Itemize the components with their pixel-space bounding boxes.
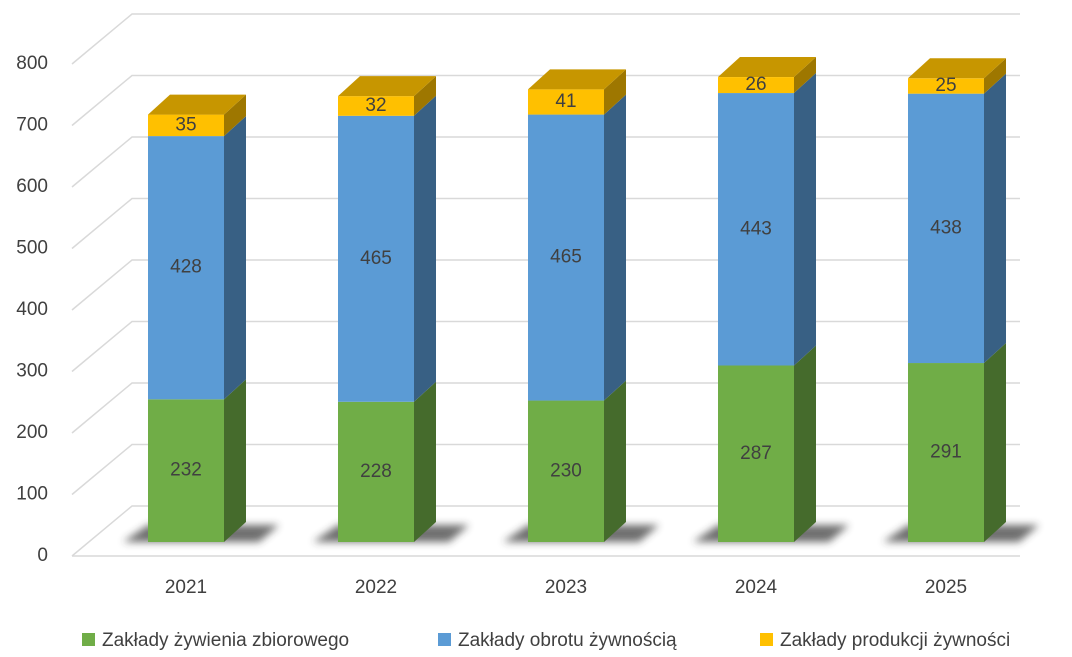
bar-front (338, 96, 414, 116)
x-tick-label: 2025 (925, 577, 967, 598)
bar-side (224, 116, 246, 400)
y-tick-label: 100 (16, 484, 48, 505)
x-tick-label: 2022 (355, 577, 397, 598)
data-label: 25 (935, 75, 956, 96)
y-tick-label: 0 (37, 545, 48, 566)
y-tick-label: 800 (16, 53, 48, 74)
bar-side (984, 343, 1006, 542)
grid-line (71, 13, 1020, 65)
bar-side (414, 95, 436, 402)
legend-label: Zakłady obrotu żywnością (458, 630, 677, 651)
bar-front (528, 89, 604, 115)
bar-front (338, 401, 414, 542)
x-tick-label: 2021 (165, 577, 207, 598)
bar-front (148, 136, 224, 400)
y-tick-label: 500 (16, 238, 48, 259)
bar-front (718, 365, 794, 542)
legend-swatch (82, 633, 95, 646)
bar-side (224, 379, 246, 542)
data-label: 228 (360, 461, 392, 482)
legend-label: Zakłady produkcji żywności (780, 630, 1010, 651)
bar-front (908, 78, 984, 94)
bar-top (148, 94, 246, 115)
x-tick-label: 2023 (545, 577, 587, 598)
bar-side (224, 94, 246, 137)
data-label: 232 (170, 460, 202, 481)
bar-front (718, 93, 794, 366)
y-tick-label: 300 (16, 361, 48, 382)
x-tick-label: 2024 (735, 577, 778, 598)
legend-label: Zakłady żywienia zbiorowego (102, 630, 349, 651)
bar-side (604, 69, 626, 115)
bar-side (604, 380, 626, 542)
data-label: 465 (360, 248, 392, 269)
bar-front (148, 114, 224, 137)
bar-top (718, 57, 816, 78)
data-label: 26 (745, 74, 766, 95)
y-tick-label: 600 (16, 176, 48, 197)
bar-side (984, 58, 1006, 94)
bar-side (414, 381, 436, 542)
bar-side (794, 73, 816, 366)
bar-front (908, 363, 984, 542)
legend-swatch (438, 633, 451, 646)
data-label: 443 (740, 218, 772, 239)
data-label: 41 (555, 91, 576, 112)
bar-side (414, 76, 436, 116)
bar-side (984, 73, 1006, 364)
bar-front (718, 77, 794, 94)
data-label: 287 (740, 443, 772, 464)
bar-top (908, 58, 1006, 79)
data-label: 438 (930, 217, 962, 238)
data-label: 428 (170, 257, 202, 278)
legend-swatch (760, 633, 773, 646)
bar-top (528, 69, 626, 90)
y-tick-label: 700 (16, 115, 48, 136)
bar-front (528, 400, 604, 542)
data-label: 35 (175, 114, 196, 135)
y-tick-label: 200 (16, 422, 48, 443)
data-label: 230 (550, 460, 582, 481)
bar-top (338, 76, 436, 97)
bar-front (528, 114, 604, 401)
bar-front (338, 115, 414, 402)
data-label: 32 (365, 95, 386, 116)
data-label: 465 (550, 247, 582, 268)
bar-front (148, 399, 224, 542)
bar-side (604, 94, 626, 401)
bar-front (908, 93, 984, 364)
bar-side (794, 345, 816, 542)
y-tick-label: 400 (16, 299, 48, 320)
bar-side (794, 57, 816, 94)
data-label: 291 (930, 442, 962, 463)
